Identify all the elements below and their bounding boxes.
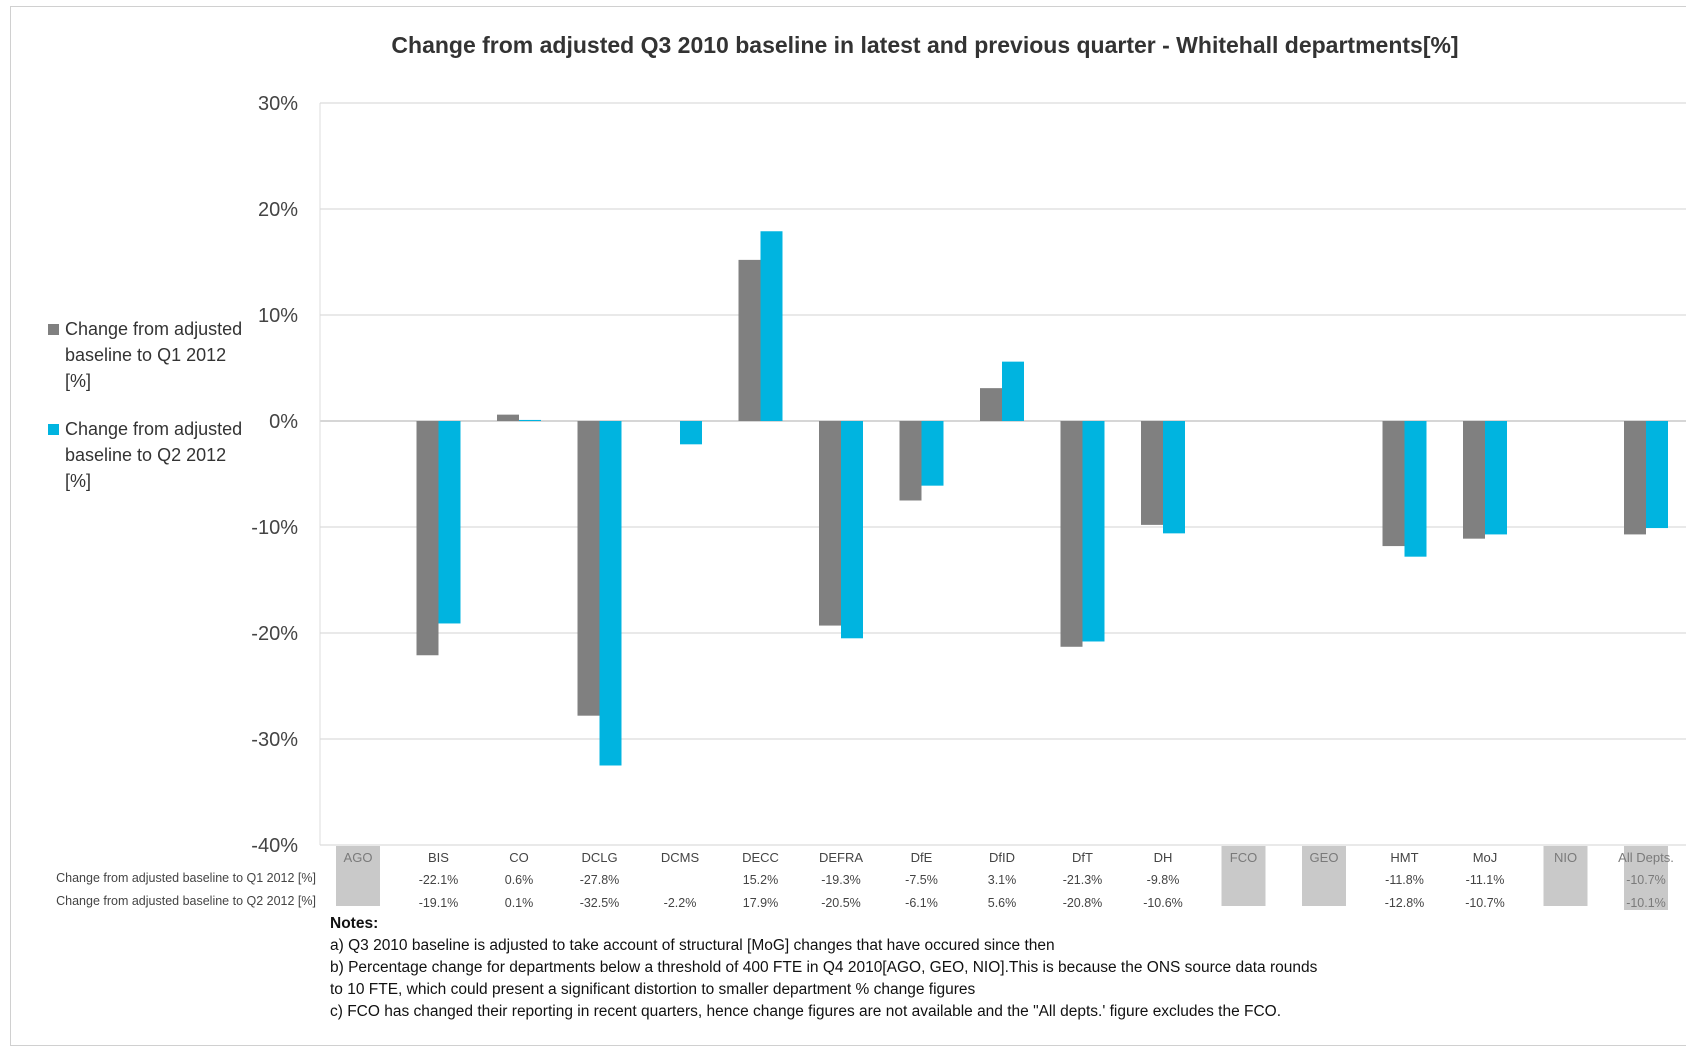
table-row-label-q1: Change from adjusted baseline to Q1 2012… xyxy=(56,871,316,885)
bar xyxy=(599,421,622,766)
data-label: -7.5% xyxy=(905,873,938,887)
bar xyxy=(519,419,541,421)
bar xyxy=(577,421,600,716)
data-label: -22.1% xyxy=(419,873,459,887)
x-tick-label: HMT xyxy=(1390,850,1418,865)
legend-item-q1: Change from adjusted baseline to Q1 2012… xyxy=(48,316,245,394)
bar xyxy=(1485,421,1507,535)
y-tick-label: 20% xyxy=(258,199,298,221)
bar xyxy=(1163,421,1185,534)
x-tick-label: NIO xyxy=(1554,850,1577,865)
data-label: -10.7% xyxy=(1626,873,1666,887)
data-label: -12.8% xyxy=(1385,896,1425,910)
data-label: -32.5% xyxy=(580,896,620,910)
greyed-column xyxy=(1543,846,1588,906)
note-a: a) Q3 2010 baseline is adjusted to take … xyxy=(330,937,1055,954)
bar xyxy=(1060,421,1083,647)
bar xyxy=(841,421,863,639)
y-tick-label: 30% xyxy=(258,93,298,115)
data-label: -11.1% xyxy=(1466,873,1505,887)
x-tick-label: DEFRA xyxy=(819,850,863,865)
data-label: 0.1% xyxy=(505,896,534,910)
bar xyxy=(497,414,519,421)
bar xyxy=(438,421,461,624)
bar xyxy=(819,421,841,626)
bar-chart: 30% 20% 10% 0% -10% -20% -30% -40% AGO BIS CO DCLG D… xyxy=(56,93,1686,910)
bar xyxy=(980,388,1002,421)
chart-title: Change from adjusted Q3 2010 baseline in… xyxy=(391,32,1459,58)
data-label: 0.6% xyxy=(505,873,534,887)
y-tick-label: -20% xyxy=(251,623,298,645)
notes: Notes: a) Q3 2010 baseline is adjusted t… xyxy=(330,913,1317,1023)
data-label: -10.1% xyxy=(1626,896,1666,910)
legend-label-q1: Change from adjusted baseline to Q1 2012… xyxy=(65,319,243,391)
x-tick-label: DECC xyxy=(742,850,779,865)
data-label: -20.5% xyxy=(821,896,861,910)
bar xyxy=(1141,421,1163,525)
data-label: -9.8% xyxy=(1147,873,1180,887)
data-label: 3.1% xyxy=(988,873,1017,887)
bar xyxy=(921,421,944,486)
data-label: -11.8% xyxy=(1385,873,1424,887)
x-tick-label: DH xyxy=(1154,850,1173,865)
x-tick-label: DfE xyxy=(911,850,933,865)
bar xyxy=(1382,421,1405,547)
bar xyxy=(1002,361,1024,421)
legend: Change from adjusted baseline to Q1 2012… xyxy=(48,316,245,516)
greyed-column xyxy=(1624,846,1668,910)
data-label: -10.7% xyxy=(1465,896,1505,910)
y-tick-label: -40% xyxy=(251,835,298,857)
x-tick-label: DCLG xyxy=(581,850,617,865)
note-b-line2: to 10 FTE, which could present a signifi… xyxy=(330,981,976,998)
x-tick-label: CO xyxy=(509,850,529,865)
x-tick-label: MoJ xyxy=(1473,850,1498,865)
x-tick-label: All Depts. xyxy=(1618,850,1674,865)
data-label: -20.8% xyxy=(1063,896,1103,910)
data-label: 15.2% xyxy=(743,873,778,887)
x-tick-label: DfT xyxy=(1072,850,1093,865)
bar xyxy=(899,421,922,501)
data-label: -6.1% xyxy=(905,896,938,910)
greyed-column xyxy=(336,846,380,906)
note-b-line1: b) Percentage change for departments bel… xyxy=(330,959,1318,976)
x-tick-label: FCO xyxy=(1230,850,1257,865)
x-tick-label: DCMS xyxy=(661,850,700,865)
greyed-column xyxy=(1302,846,1346,906)
bar xyxy=(738,259,761,421)
x-tick-label: BIS xyxy=(428,850,449,865)
x-tick-label: GEO xyxy=(1310,850,1339,865)
bar xyxy=(1082,421,1105,642)
bar xyxy=(1404,421,1427,557)
bar xyxy=(1624,421,1646,535)
bar xyxy=(1463,421,1485,539)
data-label: -2.2% xyxy=(664,896,697,910)
data-label: -21.3% xyxy=(1063,873,1103,887)
greyed-column xyxy=(1221,846,1266,906)
bar xyxy=(416,421,439,656)
y-tick-label: -10% xyxy=(251,517,298,539)
table-row-label-q2: Change from adjusted baseline to Q2 2012… xyxy=(56,894,316,908)
legend-label-q2: Change from adjusted baseline to Q2 2012… xyxy=(65,419,243,491)
data-label: -27.8% xyxy=(580,873,620,887)
data-label: -19.1% xyxy=(419,896,459,910)
data-label: 17.9% xyxy=(743,896,778,910)
y-tick-label: -30% xyxy=(251,729,298,751)
x-tick-label: DfID xyxy=(989,850,1015,865)
y-tick-label: 0% xyxy=(269,411,298,433)
data-label: -19.3% xyxy=(821,873,861,887)
data-label: 5.6% xyxy=(988,896,1017,910)
data-label: -10.6% xyxy=(1143,896,1183,910)
x-tick-label: AGO xyxy=(344,850,373,865)
legend-swatch-q2 xyxy=(48,424,59,435)
legend-item-q2: Change from adjusted baseline to Q2 2012… xyxy=(48,416,245,494)
legend-swatch-q1 xyxy=(48,324,59,335)
bar xyxy=(1646,421,1668,529)
y-tick-label: 10% xyxy=(258,305,298,327)
note-c: c) FCO has changed their reporting in re… xyxy=(330,1003,1282,1020)
notes-heading: Notes: xyxy=(330,915,379,932)
bar xyxy=(760,231,783,421)
bar xyxy=(680,421,702,445)
